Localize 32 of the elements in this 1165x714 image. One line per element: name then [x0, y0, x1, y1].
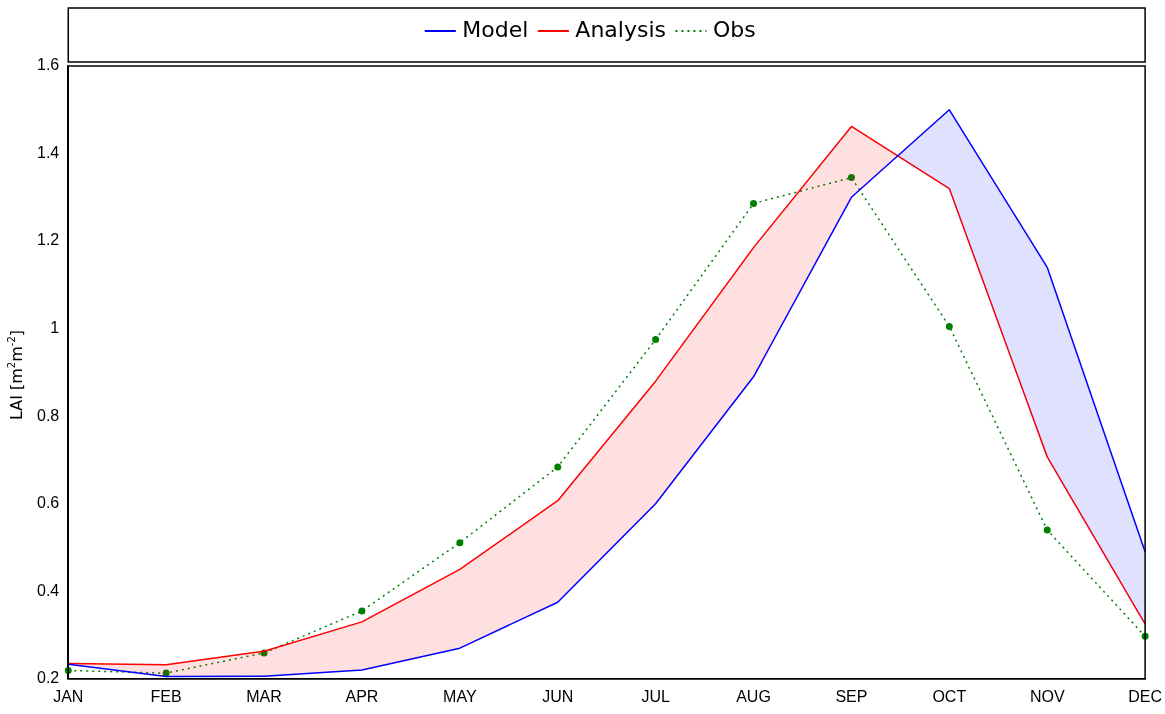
- x-tick-label: NOV: [1029, 687, 1065, 705]
- point: [652, 336, 660, 344]
- point: [750, 199, 758, 207]
- x-tick-label: MAR: [246, 687, 282, 705]
- point: [1043, 526, 1051, 534]
- x-tick-label: AUG: [736, 687, 771, 705]
- point: [847, 174, 855, 182]
- y-tick-label: 0.8: [36, 406, 60, 424]
- x-tick-label: SEP: [835, 687, 868, 705]
- x-tick-label: JUN: [542, 687, 574, 705]
- x-tick-label: DEC: [1128, 687, 1162, 705]
- x-tick-label: FEB: [150, 687, 182, 705]
- y-tick-label: 0.4: [36, 581, 60, 599]
- y-tick-label: 1.6: [36, 56, 60, 74]
- point: [554, 463, 562, 471]
- point: [456, 539, 464, 547]
- y-tick-label: 1.4: [36, 143, 60, 161]
- legend-label: Analysis: [575, 16, 666, 42]
- y-tick-label: 0.6: [36, 494, 60, 512]
- point: [358, 607, 366, 615]
- x-tick-label: JUL: [641, 687, 670, 705]
- x-tick-label: APR: [345, 687, 379, 705]
- y-tick-label: 1: [50, 319, 60, 337]
- point: [945, 322, 953, 330]
- x-tick-label: MAY: [443, 687, 477, 705]
- point: [162, 669, 170, 677]
- legend-label: Model: [462, 16, 529, 42]
- legend-label: Obs: [712, 16, 756, 42]
- x-tick-label: JAN: [53, 687, 84, 705]
- y-tick-label: 1.2: [36, 231, 60, 249]
- x-tick-label: OCT: [932, 687, 967, 705]
- y-tick-label: 0.2: [36, 669, 60, 687]
